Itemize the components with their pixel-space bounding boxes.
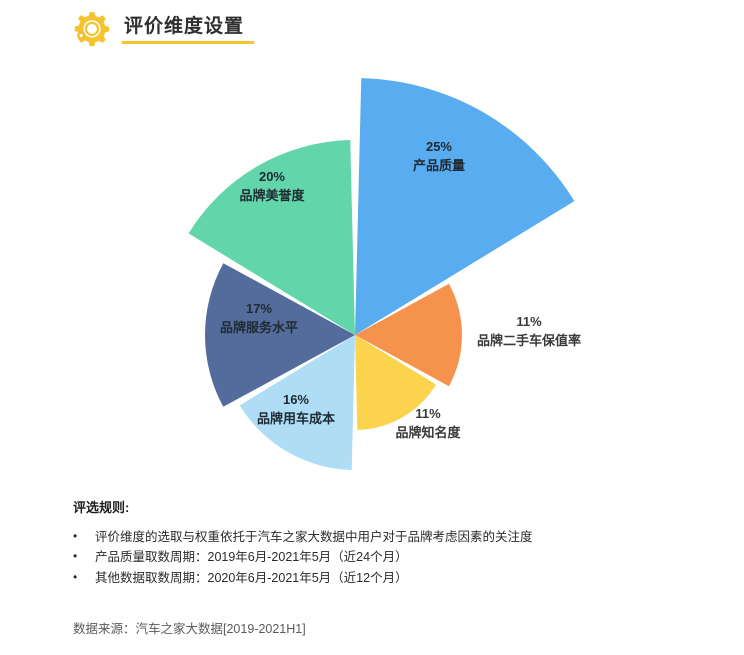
pie-slice[interactable] bbox=[239, 335, 355, 470]
rule-item: • 评价维度的选取与权重依托于汽车之家大数据中用户对于品牌考虑因素的关注度 bbox=[73, 527, 693, 547]
rule-bullet: • bbox=[73, 549, 78, 564]
rule-bullet: • bbox=[73, 569, 78, 584]
rule-text: 评价维度的选取与权重依托于汽车之家大数据中用户对于品牌考虑因素的关注度 bbox=[95, 530, 533, 544]
evaluation-rules-block: 评选规则: • 评价维度的选取与权重依托于汽车之家大数据中用户对于品牌考虑因素的关… bbox=[73, 497, 693, 588]
page-title-wrap: 评价维度设置 bbox=[122, 14, 255, 45]
rule-item: • 产品质量取数周期：2019年6月-2021年5月（近24个月） bbox=[73, 547, 693, 567]
pie-slice[interactable] bbox=[204, 263, 355, 407]
rose-pie-chart: 25% 产品质量 11% 品牌二手车保值率 11% 品牌知名度 16% 品牌用车成本 17% 品牌… bbox=[0, 55, 744, 485]
pie-slice[interactable] bbox=[355, 283, 463, 387]
page-header: 评价维度设置 bbox=[70, 8, 255, 50]
data-source-note: 数据来源：汽车之家大数据[2019-2021H1] bbox=[73, 622, 306, 636]
gear-icon bbox=[74, 11, 110, 47]
title-underline bbox=[122, 41, 255, 45]
rules-title: 评选规则: bbox=[73, 500, 130, 515]
rose-pie-svg bbox=[188, 78, 575, 470]
pie-slice[interactable] bbox=[355, 78, 575, 335]
rule-bullet: • bbox=[73, 529, 78, 543]
rule-text: 其他数据取数周期：2020年6月-2021年5月（近12个月） bbox=[95, 570, 408, 585]
rule-text: 产品质量取数周期：2019年6月-2021年5月（近24个月） bbox=[95, 550, 408, 565]
page-title: 评价维度设置 bbox=[124, 15, 245, 37]
pie-slice[interactable] bbox=[355, 335, 437, 430]
pie-slice[interactable] bbox=[188, 140, 355, 335]
rules-list: • 评价维度的选取与权重依托于汽车之家大数据中用户对于品牌考虑因素的关注度 • 产品质… bbox=[73, 527, 693, 588]
rule-item: • 其他数据取数周期：2020年6月-2021年5月（近12个月） bbox=[73, 568, 693, 588]
